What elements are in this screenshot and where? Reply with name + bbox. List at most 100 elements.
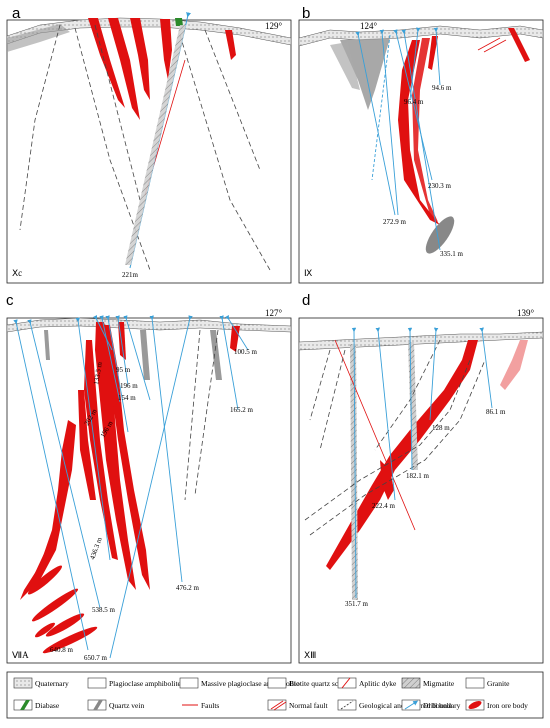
legend-frame	[6, 671, 544, 719]
legend: Quaternary Plagioclase amphibolite Massi…	[6, 671, 544, 719]
legend-swatch-migmatite	[401, 677, 421, 689]
panel-b-migmatite	[330, 42, 360, 90]
panel-d-section-label: ⅩⅢ	[304, 650, 316, 660]
legend-label: Normal fault	[289, 701, 328, 710]
drill-hole-icon	[404, 700, 419, 710]
panel-d-frame	[298, 317, 544, 664]
panel-a-hole-label: 221m	[122, 271, 139, 279]
panel-c-bearing: 127°	[265, 308, 283, 318]
panel-c-ore-bodies	[20, 322, 240, 654]
panel-b-surface	[298, 25, 544, 47]
legend-label: Plagioclase amphibolite	[109, 679, 182, 688]
legend-aplitic-dyke-mark	[341, 677, 351, 689]
legend-swatch-biotite-schist	[267, 677, 287, 689]
panel-a-ore-body	[130, 18, 150, 100]
panel-b-normal-fault	[477, 37, 501, 51]
panel-b-ore-body	[398, 40, 440, 225]
panel-c-section-label: ⅦA	[12, 650, 29, 660]
legend-normal-fault-mark	[270, 700, 287, 711]
panel-c-hole-label: 476.2 m	[176, 584, 200, 592]
panel-d-hole-label: 182.1 m	[406, 472, 430, 480]
panel-a-boundaries	[19, 24, 271, 271]
legend-label: Iron ore body	[487, 701, 528, 710]
panel-d-letter: d	[302, 292, 310, 309]
panel-d-ore-body-pale	[500, 340, 528, 390]
panel-b-ore-body	[412, 38, 438, 222]
legend-label: Migmatite	[423, 679, 455, 688]
legend-iron-ore-mark	[468, 700, 482, 710]
panel-c-hole-label: 133.5 m	[92, 361, 104, 386]
legend-label: Massive plagioclase amphibolite	[201, 679, 300, 688]
panel-d-hole-label: 222.4 m	[372, 502, 396, 510]
panel-b-ore-body	[428, 36, 438, 70]
panel-d-ore-body	[380, 460, 394, 500]
panel-b-hole-label: 272.9 m	[383, 218, 407, 226]
panel-a-bearing: 129°	[265, 21, 283, 31]
legend-label: Diabase	[35, 701, 60, 710]
legend-swatch-quaternary	[13, 677, 33, 689]
panel-b-hole-label: 230.3 m	[428, 182, 452, 190]
panel-d-ore-body	[326, 340, 478, 570]
panel-c-hole-label: 640.8 m	[50, 646, 74, 654]
panel-c-hole-label: 95 m	[116, 366, 131, 374]
panel-b-migmatite	[340, 38, 390, 110]
legend-boundary-mark	[340, 700, 354, 710]
panel-c-hole-label: 154 m	[118, 394, 136, 402]
panel-d-hole-label: 128 m	[432, 424, 450, 432]
panel-b-section-label: Ⅸ	[304, 268, 312, 278]
panel-d-boundaries	[304, 339, 486, 536]
panel-c-hole-label: 436.3 m	[88, 536, 104, 561]
panel-d-hole-label: 86.1 m	[486, 408, 506, 416]
legend-swatch-granite	[465, 677, 485, 689]
panel-a-frame	[6, 19, 292, 284]
panel-a-letter: a	[12, 5, 21, 22]
panel-c-frame	[6, 317, 292, 664]
legend-label: Quartz vein	[109, 701, 144, 710]
panel-b-bearing: 124°	[360, 21, 378, 31]
panel-b-letter: b	[302, 5, 310, 22]
panel-c-letter: c	[6, 292, 14, 309]
panel-b: b 94.6 m 96.4 m 230.3 m 272.9 m 335.1 m …	[298, 5, 544, 284]
legend-label: Faults	[201, 701, 219, 710]
panel-d-quartz-vein	[350, 344, 358, 600]
panel-a-ore-body	[88, 18, 125, 108]
panel-d: d 86.1 m 128 m 182.1 m 222.4	[298, 292, 544, 664]
panel-c-drill-holes	[13, 314, 249, 659]
panel-d-hole-label: 351.7 m	[345, 600, 369, 608]
legend-label: Granite	[487, 679, 510, 688]
panel-a-ore-body	[160, 19, 172, 80]
legend-label: Biotite quartz schist	[289, 679, 350, 688]
panel-b-hole-label: 96.4 m	[404, 98, 424, 106]
panel-a-ore-body	[225, 30, 236, 60]
panel-d-drill-holes	[351, 327, 493, 599]
panel-c-hole-label: 196 m	[120, 382, 138, 390]
panel-a-drill-core	[125, 25, 186, 265]
panel-b-frame	[298, 19, 544, 284]
panel-c-hole-label: 538.5 m	[92, 606, 116, 614]
panel-b-normal-fault	[483, 39, 507, 53]
panel-a-diabase	[175, 18, 183, 26]
legend-quartz-vein-mark	[93, 700, 103, 710]
panel-b-drill-holes	[355, 27, 441, 251]
panel-a-ore-body	[108, 18, 140, 120]
legend-swatch-plag-amph	[87, 677, 107, 689]
panel-a-gray-layer	[7, 24, 70, 52]
panel-c-boundaries	[184, 329, 219, 501]
legend-label: Aplitic dyke	[359, 679, 397, 688]
panel-d-bearing: 139°	[517, 308, 535, 318]
panel-c-hole-label: 165.2 m	[230, 406, 254, 414]
panel-c-quartz-veins	[44, 330, 222, 380]
panel-c-hole-label: 650.7 m	[84, 654, 108, 662]
legend-swatch-aplitic-dyke	[337, 677, 357, 689]
legend-swatch-massive-plag-amph	[179, 677, 199, 689]
panel-b-hole-label: 335.1 m	[440, 250, 464, 258]
panel-c-surface	[6, 317, 292, 333]
panel-d-fault	[334, 339, 416, 531]
legend-label: Drill hole	[423, 701, 453, 710]
panel-b-hole-label: 94.6 m	[432, 84, 452, 92]
legend-diabase-mark	[20, 700, 30, 710]
panel-a-section-label: Ⅹc	[12, 268, 22, 278]
legend-label: Quaternary	[35, 679, 69, 688]
panel-c: c	[6, 292, 292, 664]
